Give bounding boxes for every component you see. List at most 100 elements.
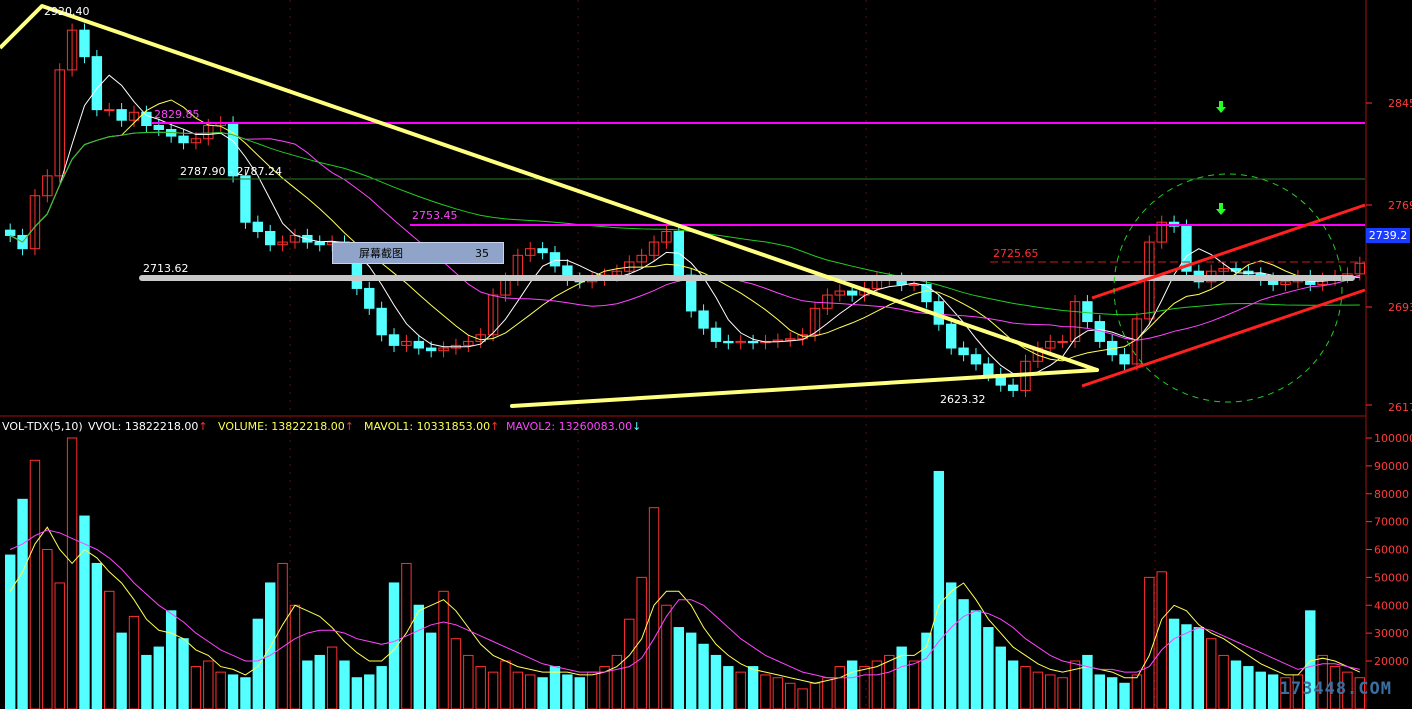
- volume-bar: [1144, 576, 1155, 709]
- volume-bar: [401, 562, 412, 709]
- volume-bar: [760, 674, 771, 709]
- candle-down: [314, 241, 325, 246]
- volume-bar: [735, 671, 746, 709]
- volume-bar: [512, 671, 524, 709]
- candle-up: [190, 138, 202, 144]
- down-arrow-icon: [1216, 203, 1226, 215]
- price-axis: 2845 2769 2693 2617: [1388, 97, 1412, 414]
- volume-bar: [289, 604, 301, 709]
- volume-bar: [1057, 677, 1068, 709]
- y-tick-label: 2617: [1388, 401, 1412, 414]
- volume-bar: [809, 682, 821, 709]
- volume-bar: [896, 646, 907, 709]
- volume-bar: [141, 654, 152, 709]
- volume-bar: [624, 618, 635, 709]
- volume-bar: [1267, 674, 1279, 709]
- downtrend-line: [40, 4, 1099, 372]
- volume-bar: [525, 674, 536, 709]
- volume-bar: [215, 671, 226, 709]
- candle-up: [1131, 318, 1143, 365]
- level-label-2829: 2829.85: [154, 108, 200, 121]
- volume-bar: [1168, 618, 1180, 709]
- volume-bar: [91, 562, 103, 709]
- volume-bar: [227, 674, 239, 709]
- volume-bar: [549, 666, 561, 709]
- screenshot-number: 35: [475, 246, 489, 260]
- volume-bar: [302, 660, 313, 709]
- candle-down: [710, 327, 722, 342]
- candle-up: [908, 283, 920, 286]
- volume-bar: [364, 674, 375, 709]
- candle-up: [463, 340, 474, 346]
- volume-bar: [834, 666, 845, 709]
- high-label: 2920.40: [44, 5, 90, 18]
- candle-down: [79, 29, 90, 58]
- candle-down: [1243, 270, 1254, 275]
- volume-bar: [413, 604, 424, 709]
- drawing-overlays: [0, 4, 1366, 408]
- volume-bar: [685, 632, 697, 709]
- mavol2-label: MAVOL2:: [506, 420, 559, 433]
- candle-down: [141, 111, 152, 127]
- candle-up: [438, 347, 449, 352]
- candle-down: [1119, 354, 1130, 365]
- volume-bar: [1007, 660, 1019, 709]
- vvol-value: 13822218.00: [125, 420, 198, 433]
- candle-up: [834, 290, 845, 296]
- volume-bar: [1329, 666, 1341, 709]
- candle-down: [946, 323, 957, 349]
- candle-down: [1094, 321, 1105, 342]
- volume-bar: [1255, 671, 1266, 709]
- volume-bar: [326, 646, 338, 709]
- y-tick-label: 2845: [1388, 97, 1412, 110]
- volume-bar: [574, 677, 585, 709]
- candle-up: [1069, 301, 1081, 342]
- volume-tick-label: 80000: [1374, 488, 1409, 501]
- volume-bar: [933, 470, 945, 709]
- watermark: 173448.COM: [1279, 679, 1392, 699]
- volume-bar: [104, 590, 115, 709]
- volume-bar: [165, 610, 177, 709]
- candle-down: [970, 354, 982, 365]
- candle-down: [723, 340, 734, 344]
- volume-bar: [698, 643, 709, 709]
- candle-down: [846, 290, 858, 296]
- volume-bar: [1342, 671, 1353, 709]
- candle-down: [921, 283, 932, 303]
- candle-down: [1082, 301, 1093, 323]
- candle-down: [983, 363, 994, 376]
- candle-down: [958, 347, 969, 356]
- highlight-circle: [1113, 173, 1343, 403]
- candle-up: [1280, 281, 1291, 285]
- volume-bar: [710, 654, 722, 709]
- volume-label: VOLUME:: [218, 420, 271, 433]
- volume-bar: [128, 615, 140, 709]
- volume-bar: [983, 627, 994, 709]
- candle-down: [413, 340, 424, 349]
- volume-bar: [42, 549, 53, 709]
- volume-bar: [388, 582, 400, 709]
- volume-bar: [537, 677, 548, 709]
- volume-bar: [4, 554, 16, 709]
- volume-bar: [946, 582, 957, 709]
- volume-bar: [846, 660, 858, 709]
- volume-bar: [723, 666, 734, 709]
- candle-down: [178, 135, 189, 144]
- volume-bar: [153, 646, 164, 709]
- volume-bar: [673, 627, 685, 709]
- volume-bar: [203, 660, 214, 709]
- candle-up: [822, 294, 833, 309]
- level-label-2753: 2753.45: [412, 209, 458, 222]
- volume-bar: [252, 618, 264, 709]
- volume-bars: [4, 437, 1366, 709]
- svg-text:VOL-TDX(5,10) VVOL: 1382: VOL-TDX(5,10) VVOL: 13822218.00↑ VOLUME:…: [2, 420, 641, 433]
- volume-tick-label: 70000: [1374, 516, 1409, 529]
- volume-bar: [1094, 674, 1105, 709]
- candle-up: [54, 69, 65, 177]
- level-label-2713: 2713.62: [143, 262, 189, 275]
- early-uptrend-line: [0, 4, 44, 50]
- candle-up: [525, 248, 536, 256]
- volume-bar: [822, 677, 833, 709]
- volume-bar: [1020, 666, 1031, 709]
- volume-bar: [648, 507, 660, 709]
